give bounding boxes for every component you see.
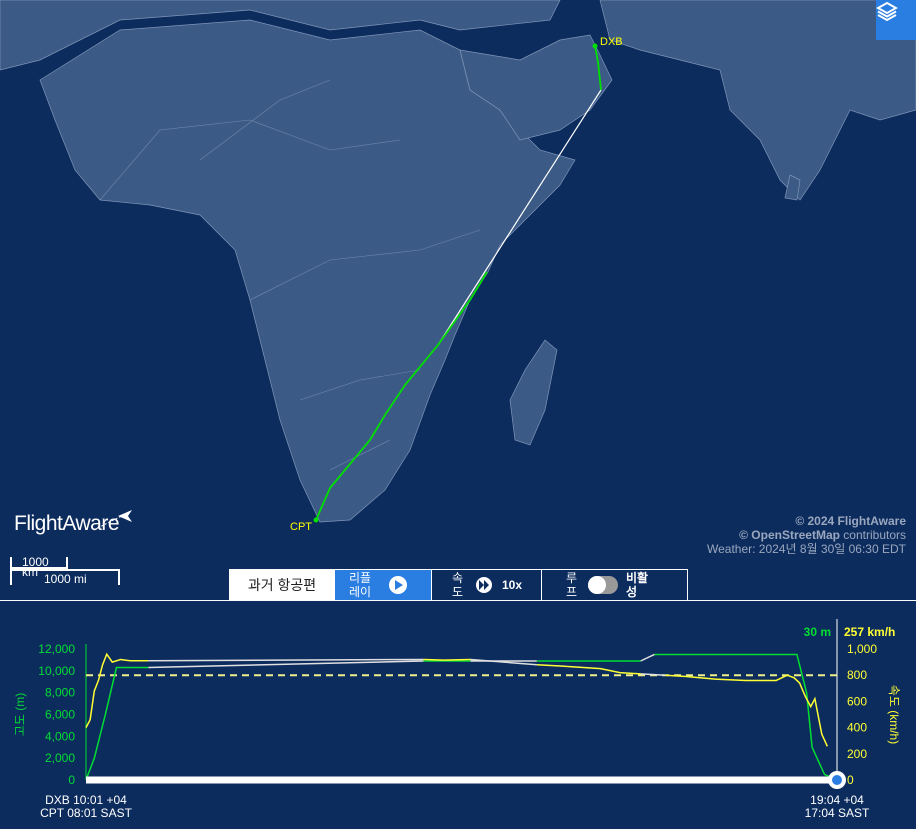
- loop-control[interactable]: 루프 비활성: [542, 570, 687, 600]
- progress-handle[interactable]: [828, 771, 846, 789]
- speed-control[interactable]: 속도 10x: [432, 570, 542, 600]
- airport-label-cpt: CPT: [290, 521, 312, 533]
- airport-label-dxb: DXB: [600, 36, 623, 48]
- scale-mi: 1000 mi: [10, 569, 120, 586]
- play-icon: [389, 576, 407, 594]
- replay-controls: 과거 항공편 리플레이 속도 10x 루프 비활성: [229, 569, 688, 600]
- scale-km: 1000 km: [10, 556, 68, 578]
- speed-line: [536, 663, 641, 675]
- start-time-dest: CPT 08:01 SAST: [40, 806, 132, 820]
- landmass-srilanka: [784, 174, 801, 201]
- flight-route-line: [315, 45, 602, 521]
- loop-label: 루프: [566, 571, 578, 599]
- replay-label: 리플레이: [349, 571, 372, 599]
- right-tick-label: 400: [847, 721, 867, 735]
- altitude-line: [85, 666, 149, 781]
- left-tick-label: 6,000: [45, 708, 75, 722]
- speed-line: [423, 658, 471, 661]
- landmass-europe: [0, 0, 561, 71]
- estimated-gap-line: [470, 658, 537, 666]
- estimated-route-line: [437, 89, 602, 346]
- copyright-flightaware: © 2024 FlightAware: [795, 514, 906, 528]
- end-time-dest: 17:04 SAST: [805, 806, 870, 820]
- left-tick-label: 0: [68, 773, 75, 787]
- speed-value: 10x: [502, 578, 523, 592]
- past-flight-label: 과거 항공편: [230, 570, 335, 600]
- weather-timestamp: Weather: 2024년 8월 30일 06:30 EDT: [706, 542, 906, 556]
- layers-icon: [876, 1, 898, 22]
- left-tick-label: 12,000: [38, 642, 75, 656]
- altitude-speed-chart: 0 2,000 4,000 6,000 8,000 10,000 12,000 0 200 400…: [13, 619, 901, 820]
- speed-line: [85, 652, 149, 728]
- loop-state: 비활성: [626, 571, 649, 599]
- replay-button[interactable]: 리플레이: [335, 570, 432, 600]
- airport-cpt-marker: [313, 517, 319, 523]
- layers-button[interactable]: [876, 0, 916, 40]
- flight-map[interactable]: DXB CPT FlightAware 1000 km 1000 mi © 20…: [0, 0, 916, 600]
- current-speed: 257 km/h: [844, 625, 895, 639]
- left-tick-label: 4,000: [45, 729, 75, 743]
- fast-forward-icon: [476, 577, 492, 593]
- end-time-local: 19:04 +04: [810, 793, 864, 807]
- right-tick-label: 800: [847, 668, 867, 682]
- estimated-gap-line: [640, 673, 666, 676]
- right-tick-label: 0: [847, 773, 854, 787]
- right-tick-label: 1,000: [847, 642, 877, 656]
- estimated-gap-line: [148, 658, 424, 662]
- osm-link[interactable]: © OpenStreetMap: [739, 528, 840, 542]
- estimated-gap-line: [148, 660, 424, 669]
- map-graphic: DXB CPT: [0, 0, 916, 533]
- airport-dxb-marker: [592, 43, 598, 49]
- left-axis-label: 고도 (m): [13, 693, 27, 736]
- flightaware-logo: FlightAware: [14, 510, 132, 536]
- landmass-asia: [599, 0, 916, 201]
- right-tick-label: 600: [847, 694, 867, 708]
- left-tick-label: 10,000: [38, 664, 75, 678]
- altitude-line: [654, 653, 838, 781]
- attribution: © 2024 FlightAware © OpenStreetMap contr…: [707, 514, 906, 556]
- speed-line: [665, 674, 829, 747]
- landmass-arabia: [459, 34, 613, 141]
- speed-label: 속도: [452, 571, 464, 599]
- current-altitude: 30 m: [804, 625, 831, 639]
- left-tick-label: 8,000: [45, 686, 75, 700]
- right-tick-label: 200: [847, 747, 867, 761]
- landmass-madagascar: [509, 339, 558, 446]
- left-tick-label: 2,000: [45, 751, 75, 765]
- loop-toggle[interactable]: [588, 576, 618, 594]
- right-axis-label: 속도 (km/h): [887, 685, 901, 744]
- osm-contributors: contributors: [839, 528, 906, 542]
- start-time-local: DXB 10:01 +04: [45, 793, 127, 807]
- estimated-gap-line: [640, 653, 655, 662]
- divider: [0, 600, 916, 601]
